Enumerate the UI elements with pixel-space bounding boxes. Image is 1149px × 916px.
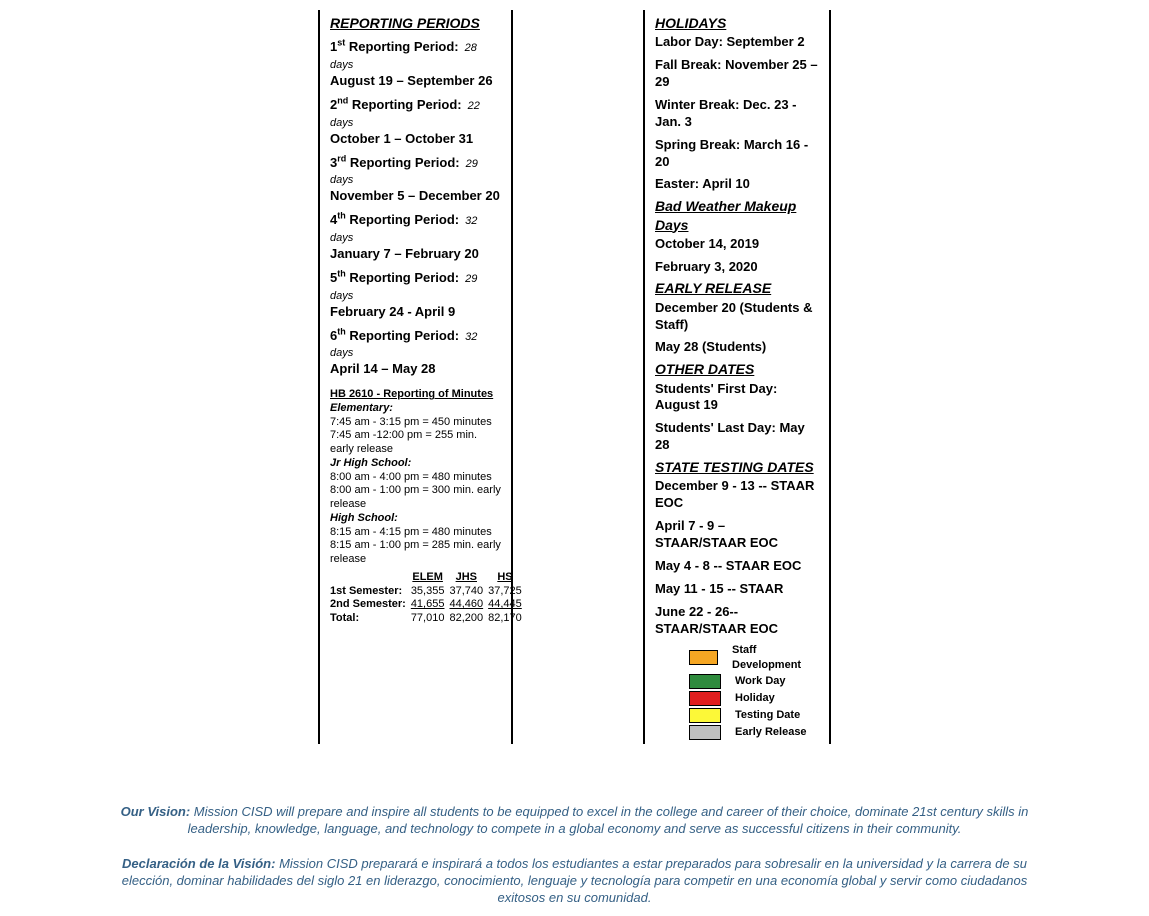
dates-column: HOLIDAYS Labor Day: September 2 Fall Brea… <box>643 10 831 744</box>
other-line: Students' Last Day: May 28 <box>655 420 819 454</box>
hs-label: High School: <box>330 512 501 526</box>
holidays-line: Winter Break: Dec. 23 - Jan. 3 <box>655 97 819 131</box>
legend-row: Holiday <box>689 691 819 706</box>
vision-es-label: Declaración de la Visión: <box>122 856 275 871</box>
legend-label: Work Day <box>735 674 786 688</box>
test-line: December 9 - 13 -- STAAR EOC <box>655 478 819 512</box>
legend-swatch <box>689 725 721 740</box>
minutes-title: HB 2610 - Reporting of Minutes <box>330 388 501 402</box>
jr-line-2: 8:00 am - 1:00 pm = 300 min. early relea… <box>330 484 501 512</box>
vision-en: Our Vision: Mission CISD will prepare an… <box>105 804 1045 838</box>
sem-row3-lbl: Total: <box>330 612 411 626</box>
early-heading: EARLY RELEASE <box>655 279 819 297</box>
legend-swatch <box>689 708 721 723</box>
elem-line-1: 7:45 am - 3:15 pm = 450 minutes <box>330 416 501 430</box>
sem-row1-jhs: 37,740 <box>449 585 488 599</box>
sem-row3-elem: 77,010 <box>411 612 450 626</box>
reporting-periods-heading: REPORTING PERIODS <box>330 14 501 32</box>
holidays-line: Easter: April 10 <box>655 176 819 193</box>
reporting-period-5: 5th Reporting Period:29 daysFebruary 24 … <box>330 270 501 321</box>
test-line: June 22 - 26--STAAR/STAAR EOC <box>655 604 819 638</box>
sem-row2-lbl: 2nd Semester: <box>330 598 411 612</box>
elem-label: Elementary: <box>330 402 501 416</box>
sem-row1-elem: 35,355 <box>411 585 450 599</box>
jr-label: Jr High School: <box>330 457 501 471</box>
holidays-heading: HOLIDAYS <box>655 14 819 32</box>
bwmd-heading: Bad Weather Makeup Days <box>655 197 819 233</box>
test-heading: STATE TESTING DATES <box>655 458 819 476</box>
other-line: Students' First Day: August 19 <box>655 381 819 415</box>
early-line: December 20 (Students & Staff) <box>655 300 819 334</box>
reporting-period-2: 2nd Reporting Period:22 daysOctober 1 – … <box>330 97 501 148</box>
legend-label: Staff Development <box>732 643 819 672</box>
sem-row2-hs: 44,445 <box>488 598 527 612</box>
sem-row1-hs: 37,725 <box>488 585 527 599</box>
semester-table: ELEM JHS HS 1st Semester: 35,355 37,740 … <box>330 571 527 626</box>
legend-label: Holiday <box>735 691 775 705</box>
hs-line-1: 8:15 am - 4:15 pm = 480 minutes <box>330 526 501 540</box>
legend: Staff Development Work Day Holiday Testing … <box>689 643 819 740</box>
legend-row: Early Release <box>689 725 819 740</box>
sem-row1-lbl: 1st Semester: <box>330 585 411 599</box>
bwmd-line: October 14, 2019 <box>655 236 819 253</box>
elem-line-2: 7:45 am -12:00 pm = 255 min. early relea… <box>330 429 501 457</box>
legend-row: Staff Development <box>689 643 819 672</box>
holidays-line: Spring Break: March 16 - 20 <box>655 137 819 171</box>
holidays-line: Fall Break: November 25 – 29 <box>655 57 819 91</box>
sem-hdr-elem: ELEM <box>411 571 450 585</box>
reporting-period-6: 6th Reporting Period:32 daysApril 14 – M… <box>330 328 501 379</box>
vision-es: Declaración de la Visión: Mission CISD p… <box>105 856 1045 907</box>
reporting-period-1: 1st Reporting Period:28 daysAugust 19 – … <box>330 39 501 90</box>
sem-row2-jhs: 44,460 <box>449 598 488 612</box>
legend-label: Early Release <box>735 725 807 739</box>
reporting-periods-column: REPORTING PERIODS 1st Reporting Period:2… <box>318 10 513 744</box>
sem-hdr-jhs: JHS <box>449 571 488 585</box>
reporting-period-4: 4th Reporting Period:32 daysJanuary 7 – … <box>330 212 501 263</box>
other-heading: OTHER DATES <box>655 360 819 378</box>
early-line: May 28 (Students) <box>655 339 819 356</box>
vision-en-label: Our Vision: <box>121 804 191 819</box>
bwmd-line: February 3, 2020 <box>655 259 819 276</box>
sem-hdr-hs: HS <box>488 571 527 585</box>
legend-row: Work Day <box>689 674 819 689</box>
jr-line-1: 8:00 am - 4:00 pm = 480 minutes <box>330 471 501 485</box>
test-line: May 11 - 15 -- STAAR <box>655 581 819 598</box>
hs-line-2: 8:15 am - 1:00 pm = 285 min. early relea… <box>330 539 501 567</box>
sem-row3-jhs: 82,200 <box>449 612 488 626</box>
test-line: April 7 - 9 – STAAR/STAAR EOC <box>655 518 819 552</box>
legend-swatch <box>689 650 718 665</box>
legend-row: Testing Date <box>689 708 819 723</box>
calendar-info: REPORTING PERIODS 1st Reporting Period:2… <box>10 10 1139 744</box>
minutes-block: HB 2610 - Reporting of Minutes Elementar… <box>330 388 501 626</box>
legend-label: Testing Date <box>735 708 800 722</box>
reporting-period-3: 3rd Reporting Period:29 daysNovember 5 –… <box>330 155 501 206</box>
test-line: May 4 - 8 -- STAAR EOC <box>655 558 819 575</box>
legend-swatch <box>689 691 721 706</box>
sem-row2-elem: 41,655 <box>411 598 450 612</box>
holidays-line: Labor Day: September 2 <box>655 34 819 51</box>
sem-row3-hs: 82,170 <box>488 612 527 626</box>
legend-swatch <box>689 674 721 689</box>
vision-en-text: Mission CISD will prepare and inspire al… <box>188 804 1029 836</box>
